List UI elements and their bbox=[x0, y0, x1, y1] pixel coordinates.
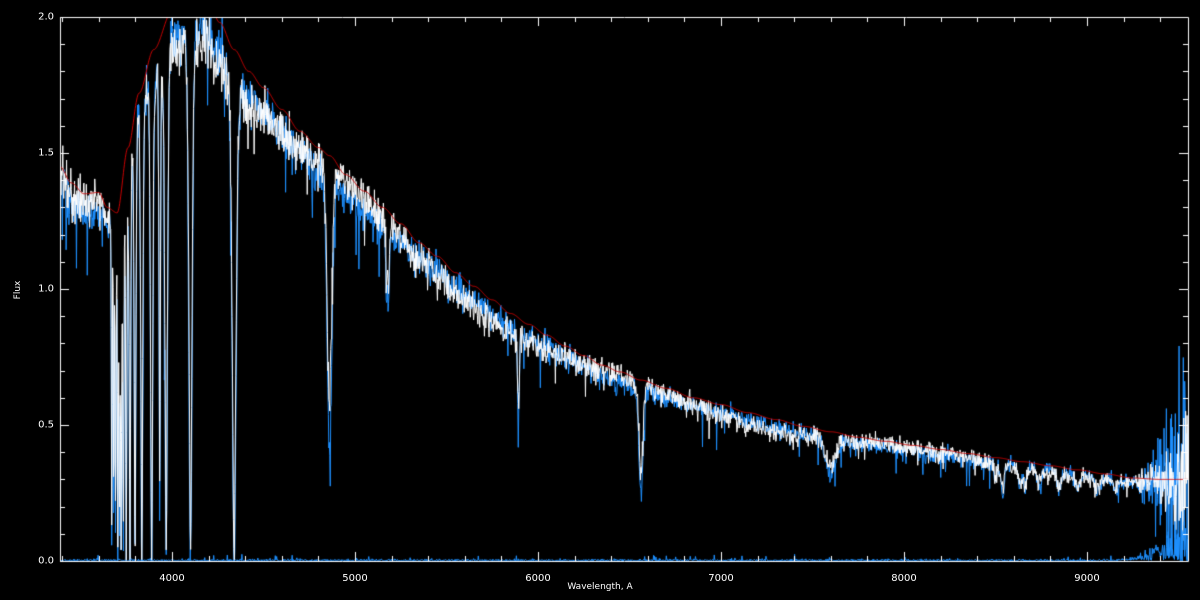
x-tick-label: 4000 bbox=[159, 573, 185, 584]
x-axis-label: Wavelength, A bbox=[567, 582, 633, 592]
x-tick-label: 9000 bbox=[1074, 573, 1100, 584]
y-tick-label: 2.0 bbox=[38, 11, 54, 23]
x-tick-label: 6000 bbox=[525, 573, 551, 584]
y-tick-label: 1.5 bbox=[38, 147, 54, 159]
y-tick-label: 1.0 bbox=[38, 283, 54, 295]
y-tick-label: 0.5 bbox=[38, 419, 54, 431]
x-tick-label: 7000 bbox=[708, 573, 734, 584]
y-tick-label: 0.0 bbox=[38, 555, 54, 567]
x-tick-label: 5000 bbox=[342, 573, 368, 584]
x-tick-label: 8000 bbox=[891, 573, 917, 584]
